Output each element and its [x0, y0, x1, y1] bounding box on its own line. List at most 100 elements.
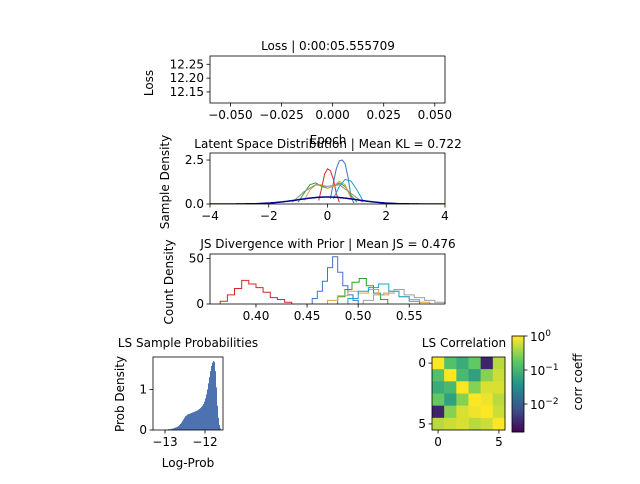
probs-bar	[203, 404, 204, 430]
latent-xtick-label: 4	[441, 209, 449, 223]
js-ylabel: Count Density	[162, 239, 176, 324]
probs-bar	[201, 407, 202, 430]
latent-title: Latent Space Distribution | Mean KL = 0.…	[194, 137, 461, 151]
heatmap-cell	[444, 381, 456, 393]
probs-bar	[182, 421, 183, 430]
probs-bar	[215, 371, 216, 430]
heatmap-cell	[493, 369, 505, 381]
js-xtick-label: 0.50	[345, 309, 372, 323]
heatmap-cell	[469, 418, 481, 430]
heatmap-cell	[444, 369, 456, 381]
loss-xtick-label: −0.050	[208, 108, 252, 122]
heatmap-cell	[432, 357, 444, 369]
probs-bar	[176, 427, 177, 430]
loss-ylabel: Loss	[142, 70, 156, 96]
probs-bar	[190, 413, 191, 430]
heatmap-cell	[432, 406, 444, 418]
latent-ytick-label: 2.5	[185, 153, 204, 167]
probs-bar	[200, 408, 201, 430]
probs-bar	[217, 406, 218, 430]
probs-xtick-label: −12	[192, 435, 217, 449]
probs-title: LS Sample Probabilities	[118, 336, 258, 350]
latent-xtick-label: −2	[260, 209, 278, 223]
probs-bar	[208, 383, 209, 430]
latent-ylabel: Sample Density	[158, 135, 172, 229]
probs-bar	[213, 361, 214, 430]
loss-ytick-label: 12.25	[170, 57, 204, 71]
probs-bar	[185, 416, 186, 430]
probs-bar	[186, 415, 187, 430]
js-ytick-label: 50	[189, 252, 204, 266]
probs-bar	[196, 411, 197, 430]
probs-bar	[218, 418, 219, 430]
probs-bar	[199, 409, 200, 430]
probs-xtick-label: −13	[152, 435, 177, 449]
probs-bar	[205, 398, 206, 430]
probs-bar	[177, 427, 178, 430]
heatmap-cell	[493, 406, 505, 418]
js-title: JS Divergence with Prior | Mean JS = 0.4…	[199, 237, 455, 251]
heatmap-cell	[456, 394, 468, 406]
heatmap-cell	[469, 381, 481, 393]
heatmap-cell	[481, 418, 493, 430]
probs-bar	[211, 366, 212, 430]
probs-bar	[184, 418, 185, 430]
probs-bar	[202, 406, 203, 430]
corr-ytick-label: 0	[418, 356, 426, 370]
js-xtick-label: 0.40	[243, 309, 270, 323]
corr-xtick-label: 0	[434, 435, 442, 449]
heatmap-cell	[469, 406, 481, 418]
probs-bar	[197, 411, 198, 430]
heatmap-cell	[493, 357, 505, 369]
probs-ytick-label: 1	[139, 382, 147, 396]
js-ytick-label: 0	[196, 297, 204, 311]
probs-bar	[189, 414, 190, 430]
probs-bar	[178, 426, 179, 430]
probs-bar	[209, 377, 210, 430]
corr-ytick-label: 5	[418, 417, 426, 431]
probs-bar	[187, 415, 188, 430]
loss-xtick-label: 0.050	[418, 108, 452, 122]
heatmap-cell	[444, 394, 456, 406]
corr-xtick-label: 5	[495, 435, 503, 449]
loss-ytick-label: 12.15	[170, 85, 204, 99]
probs-bar	[195, 411, 196, 430]
probs-bar	[191, 413, 192, 430]
probs-bar	[188, 414, 189, 430]
probs-bar	[179, 425, 180, 430]
heatmap-cell	[432, 381, 444, 393]
probs-ylabel: Prob Density	[113, 356, 127, 432]
probs-bar	[219, 425, 220, 430]
heatmap-cell	[456, 369, 468, 381]
heatmap-cell	[456, 357, 468, 369]
probs-bar	[181, 423, 182, 430]
heatmap-cell	[481, 369, 493, 381]
heatmap-cell	[432, 418, 444, 430]
js-xtick-label: 0.45	[294, 309, 321, 323]
heatmap-cell	[456, 381, 468, 393]
heatmap-cell	[481, 357, 493, 369]
heatmap-cell	[444, 357, 456, 369]
probs-bar	[183, 419, 184, 430]
probs-bar	[193, 412, 194, 430]
heatmap-cell	[493, 418, 505, 430]
heatmap-cell	[432, 369, 444, 381]
heatmap-cell	[432, 394, 444, 406]
latent-xtick-label: 2	[382, 209, 390, 223]
probs-bar	[210, 371, 211, 430]
heatmap-cell	[481, 394, 493, 406]
loss-ytick-label: 12.20	[170, 71, 204, 85]
probs-bar	[212, 363, 213, 430]
colorbar-label: corr coeff	[571, 353, 585, 411]
heatmap-cell	[456, 418, 468, 430]
loss-title: Loss | 0:00:05.555709	[261, 39, 395, 53]
heatmap-cell	[493, 394, 505, 406]
probs-bar	[204, 402, 205, 430]
probs-bar	[180, 424, 181, 430]
probs-bar	[194, 412, 195, 430]
corr-title: LS Correlation	[422, 336, 506, 350]
probs-bar	[192, 413, 193, 430]
heatmap-cell	[481, 381, 493, 393]
latent-xtick-label: 0	[324, 209, 332, 223]
